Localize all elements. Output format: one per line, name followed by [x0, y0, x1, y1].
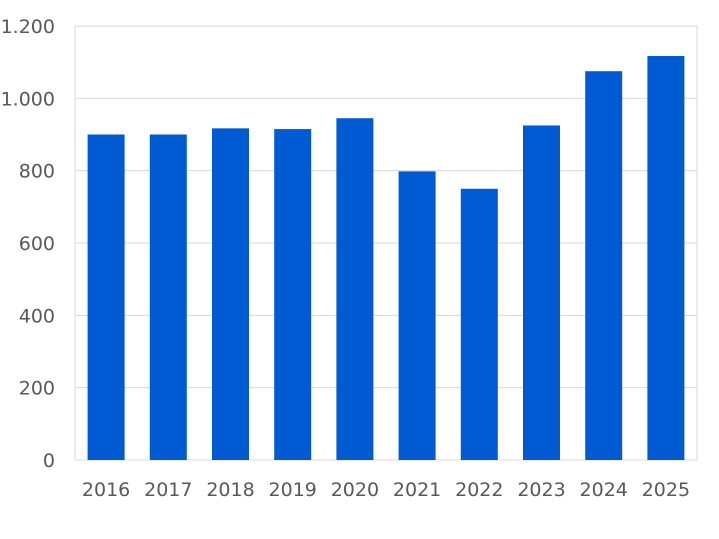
y-tick-label: 200: [19, 378, 55, 400]
x-tick-label: 2023: [517, 479, 565, 501]
bars: [87, 56, 685, 460]
x-tick-label: 2020: [331, 479, 379, 501]
x-tick-label: 2018: [206, 479, 254, 501]
bar: [149, 134, 187, 460]
y-axis-ticks: 0 200 400 600 800 1.000 1.200: [1, 16, 55, 472]
bar: [212, 128, 249, 460]
x-tick-label: 2022: [455, 479, 503, 501]
x-tick-label: 2021: [393, 479, 441, 501]
bar: [274, 129, 312, 460]
y-tick-label: 600: [19, 233, 55, 255]
x-tick-label: 2019: [269, 479, 317, 501]
y-tick-label: 400: [19, 305, 55, 327]
bar: [585, 71, 623, 460]
x-tick-label: 2017: [144, 479, 192, 501]
bar: [647, 56, 685, 460]
x-tick-label: 2025: [642, 479, 690, 501]
bar: [398, 171, 436, 460]
bar: [460, 188, 498, 460]
y-tick-label: 1.000: [1, 88, 55, 110]
bar: [336, 118, 374, 460]
x-tick-label: 2016: [82, 479, 130, 501]
y-tick-label: 0: [43, 450, 55, 472]
x-tick-label: 2024: [580, 479, 628, 501]
x-axis-ticks: 2016 2017 2018 2019 2020 2021 2022 2023 2024 2025: [82, 479, 690, 501]
bar: [523, 125, 560, 460]
y-tick-label: 800: [19, 161, 55, 183]
y-tick-label: 1.200: [1, 16, 55, 38]
bar: [87, 134, 125, 460]
